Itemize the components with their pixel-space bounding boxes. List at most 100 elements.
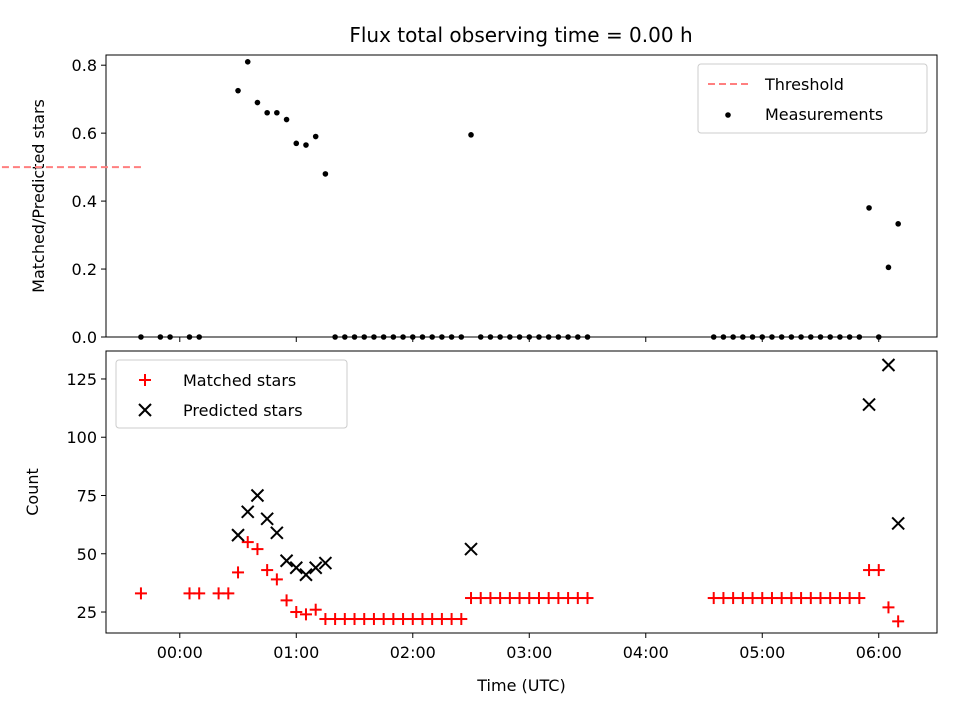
matched-star-point [882,601,895,614]
measurement-point [749,334,756,340]
x-axis-label: Time (UTC) [476,676,565,695]
measurement-point [545,334,552,340]
legend-label-predicted: Predicted stars [183,401,303,420]
measurement-point [487,334,494,340]
matched-star-point [299,608,312,621]
measurement-point [254,99,261,106]
x-tick-label: 04:00 [623,643,669,662]
measurement-point [584,334,591,340]
matched-star-point [270,573,283,586]
y-tick-label: 0.4 [72,192,97,211]
legend: Matched stars Predicted stars [115,359,348,429]
x-tick-label: 06:00 [856,643,902,662]
measurement-point [312,133,319,140]
measurement-point [429,334,435,340]
measurement-point [409,334,416,340]
predicted-star-point [241,505,255,519]
y-tick-label: 0.6 [72,124,97,143]
predicted-star-point [891,516,905,531]
measurement-point [555,334,562,340]
measurement-point [477,334,484,340]
predicted-star-point [260,512,274,526]
matched-star-point [241,536,254,549]
measurement-point [157,334,164,340]
y-axis-label: Matched/Predicted stars [29,99,48,293]
measurement-point [264,109,270,116]
x-tick-label: 03:00 [506,643,552,662]
matched-star-point [455,613,468,626]
matched-star-point [134,587,147,600]
measurement-point [507,334,513,340]
measurement-point [575,334,581,340]
measurement-point [244,58,251,65]
legend-box [115,359,348,429]
y-tick-label: 25 [77,603,97,622]
x-tick-label: 02:00 [390,643,436,662]
legend-matched-swatch [139,374,151,386]
measurement-point [720,334,727,340]
measurement-point [875,334,882,340]
measurement-point [807,334,814,340]
matched-star-point [892,615,905,628]
predicted-star-point [279,554,294,568]
measurement-point [497,334,503,340]
measurement-point [565,334,571,340]
matched-star-point [872,564,885,577]
predicted-star-point [231,528,245,542]
x-tick-label: 00:00 [157,643,203,662]
measurement-point [885,264,892,271]
predicted-star-point [299,568,313,582]
measurement-point [342,334,348,340]
measurement-point [371,334,377,340]
y-tick-label: 125 [66,370,97,389]
measurement-point [798,334,804,340]
matched-star-point [309,603,322,616]
matched-star-point [193,587,206,600]
legend-label-threshold: Threshold [764,75,844,94]
measurement-point [788,334,795,340]
legend-box [697,63,928,134]
matched-star-point [232,566,245,579]
measurement-point [526,334,533,340]
measurement-point [293,140,300,147]
x-tick-label: 05:00 [739,643,785,662]
x-tick-label: 01:00 [273,643,319,662]
measurement-point [710,334,717,340]
measurement-point [759,334,766,340]
measurement-point [303,142,309,148]
measurement-point [817,334,824,340]
measurement-point [196,334,202,340]
chart-title: Flux total observing time = 0.00 h [349,23,692,47]
matched-star-point [581,592,594,605]
predicted-star-point [270,526,284,540]
measurement-point [536,334,542,340]
measurement-point [283,116,290,123]
matched-star-point [222,587,235,600]
predicted-star-point [308,561,323,575]
measurement-point [740,334,746,340]
measurement-point [167,334,173,340]
predicted-star-point [250,488,265,503]
y-tick-label: 0.0 [72,328,97,347]
matched-star-point [261,564,274,577]
measurement-point [468,132,474,138]
measurement-point [439,334,445,340]
matched-star-point [853,592,866,605]
measurement-point [778,334,785,340]
bottom-panel: 25 50 75 100 125 00:00 01:00 02:00 03:00 04:00 05:… [23,350,938,695]
measurement-point [322,171,329,177]
legend-label-measurements: Measurements [765,105,883,124]
axes-frame [105,350,938,634]
measurement-point [769,334,775,340]
measurement-point [235,87,241,94]
y-tick-label: 0.8 [72,56,97,75]
legend-predicted-swatch [138,403,152,417]
y-tick-label: 100 [66,428,97,447]
predicted-star-point [289,561,303,575]
predicted-star-point [881,358,896,372]
measurement-point [138,334,144,340]
measurement-point [274,109,280,116]
legend-label-matched: Matched stars [183,371,296,390]
measurement-point [361,334,368,340]
